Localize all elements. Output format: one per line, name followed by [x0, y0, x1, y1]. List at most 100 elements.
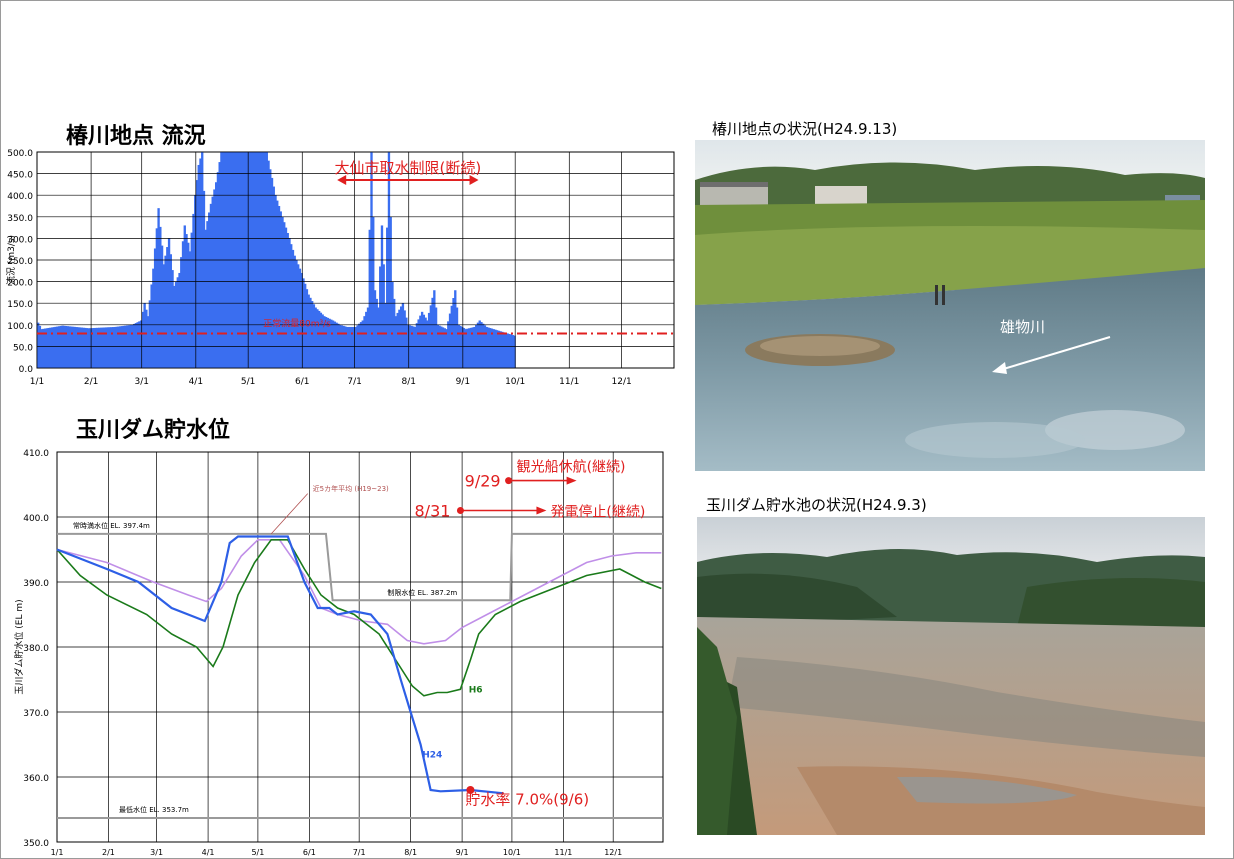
flow-bar	[96, 327, 99, 368]
flow-bar	[208, 212, 211, 368]
x-tick-label: 4/1	[202, 848, 215, 857]
flow-bar	[68, 326, 71, 368]
flow-bar	[504, 332, 508, 368]
annotation-date-929: 9/29	[465, 472, 501, 491]
flow-bar	[471, 327, 474, 368]
flow-bar	[293, 255, 296, 368]
flow-bar	[267, 160, 270, 368]
flow-bar	[473, 326, 476, 368]
flow-bar	[410, 325, 413, 368]
flow-bar	[424, 317, 427, 368]
y-axis-label: 流況 (m3/s)	[5, 235, 17, 285]
flow-bar	[502, 332, 506, 368]
x-tick-label: 6/1	[295, 377, 309, 385]
flow-bar	[99, 327, 103, 368]
flow-bar	[43, 328, 47, 368]
flow-bar	[178, 272, 181, 368]
avg5y-leader-line	[270, 493, 308, 535]
flow-bar	[204, 229, 207, 368]
flow-bar	[103, 327, 106, 368]
flow-bar	[452, 298, 455, 368]
flow-bar	[185, 234, 188, 368]
flow-bar	[54, 326, 57, 368]
flow-bar	[359, 322, 363, 368]
flow-bar	[141, 311, 145, 368]
flow-bar	[513, 335, 516, 368]
flow-bar	[386, 227, 389, 368]
flow-bar	[508, 333, 511, 368]
flow-bar	[300, 272, 303, 368]
flow-bar	[482, 323, 485, 368]
flow-bar	[143, 303, 146, 368]
flow-bar	[462, 328, 466, 368]
flow-bar	[176, 277, 179, 368]
flow-bar	[389, 216, 392, 368]
y-tick-label: 410.0	[23, 449, 49, 459]
flow-bar	[136, 322, 139, 368]
flow-bar	[501, 331, 504, 368]
flow-bar	[80, 327, 83, 368]
flow-bar	[160, 245, 164, 368]
tsubakawa-photo-image: 雄物川	[695, 140, 1205, 471]
series-label-h6: H6	[469, 686, 483, 696]
flow-bar	[85, 328, 89, 368]
series-line-h24	[56, 535, 504, 795]
flow-bar	[153, 248, 157, 368]
flow-bar	[422, 314, 426, 368]
flow-bar	[344, 326, 347, 368]
flow-bar	[286, 233, 289, 368]
flow-bar	[302, 278, 305, 368]
flow-bar	[352, 326, 356, 368]
y-tick-label: 300.0	[7, 235, 33, 245]
flow-bar	[420, 311, 424, 368]
flow-bar	[40, 329, 43, 368]
flow-bar	[66, 326, 70, 368]
flow-bar	[466, 328, 469, 368]
flow-bar	[270, 177, 274, 368]
intake-limit-arrowhead-left	[337, 175, 347, 185]
y-tick-label: 350.0	[7, 214, 33, 224]
flow-bar	[323, 316, 326, 368]
flow-bar	[117, 326, 120, 368]
flow-bar	[181, 241, 185, 368]
y-tick-label: 350.0	[23, 839, 49, 849]
flow-bar	[396, 312, 399, 368]
flow-bar	[443, 328, 446, 368]
flow-bar	[188, 251, 192, 368]
flow-bar	[52, 327, 56, 368]
x-tick-label: 1/1	[51, 848, 64, 857]
flow-bar	[101, 327, 104, 368]
flow-bar	[487, 327, 490, 368]
flow-bar	[333, 321, 337, 368]
x-tick-label: 1/1	[30, 377, 44, 385]
flow-bar	[478, 320, 481, 368]
y-tick-label: 390.0	[23, 579, 49, 589]
flow-bar	[511, 335, 515, 368]
flow-bar	[312, 304, 316, 368]
x-tick-label: 12/1	[604, 848, 622, 857]
flow-bar	[316, 309, 319, 368]
flow-bar	[216, 172, 220, 368]
flow-bar	[202, 190, 206, 368]
flow-bar	[277, 206, 281, 368]
intake-limit-arrowhead-right	[469, 175, 479, 185]
flow-bar	[162, 264, 165, 368]
flow-bar	[295, 260, 298, 368]
x-tick-label: 3/1	[134, 377, 148, 385]
x-tick-label: 10/1	[503, 848, 521, 857]
flow-bar	[434, 307, 438, 368]
x-tick-label: 2/1	[102, 848, 115, 857]
y-tick-label: 400.0	[23, 514, 49, 524]
flow-bar	[492, 329, 495, 368]
flow-bar	[469, 327, 473, 368]
y-tick-label: 0.0	[19, 365, 34, 375]
flow-bar	[368, 229, 371, 368]
flow-bar	[326, 317, 330, 368]
flow-chart-title: 椿川地点 流況	[66, 124, 206, 149]
x-tick-label: 10/1	[505, 377, 525, 385]
flow-bar	[78, 327, 82, 368]
flow-bar	[92, 327, 96, 368]
flow-bar	[169, 254, 172, 368]
y-tick-label: 370.0	[23, 709, 49, 719]
flow-bar	[377, 307, 380, 368]
